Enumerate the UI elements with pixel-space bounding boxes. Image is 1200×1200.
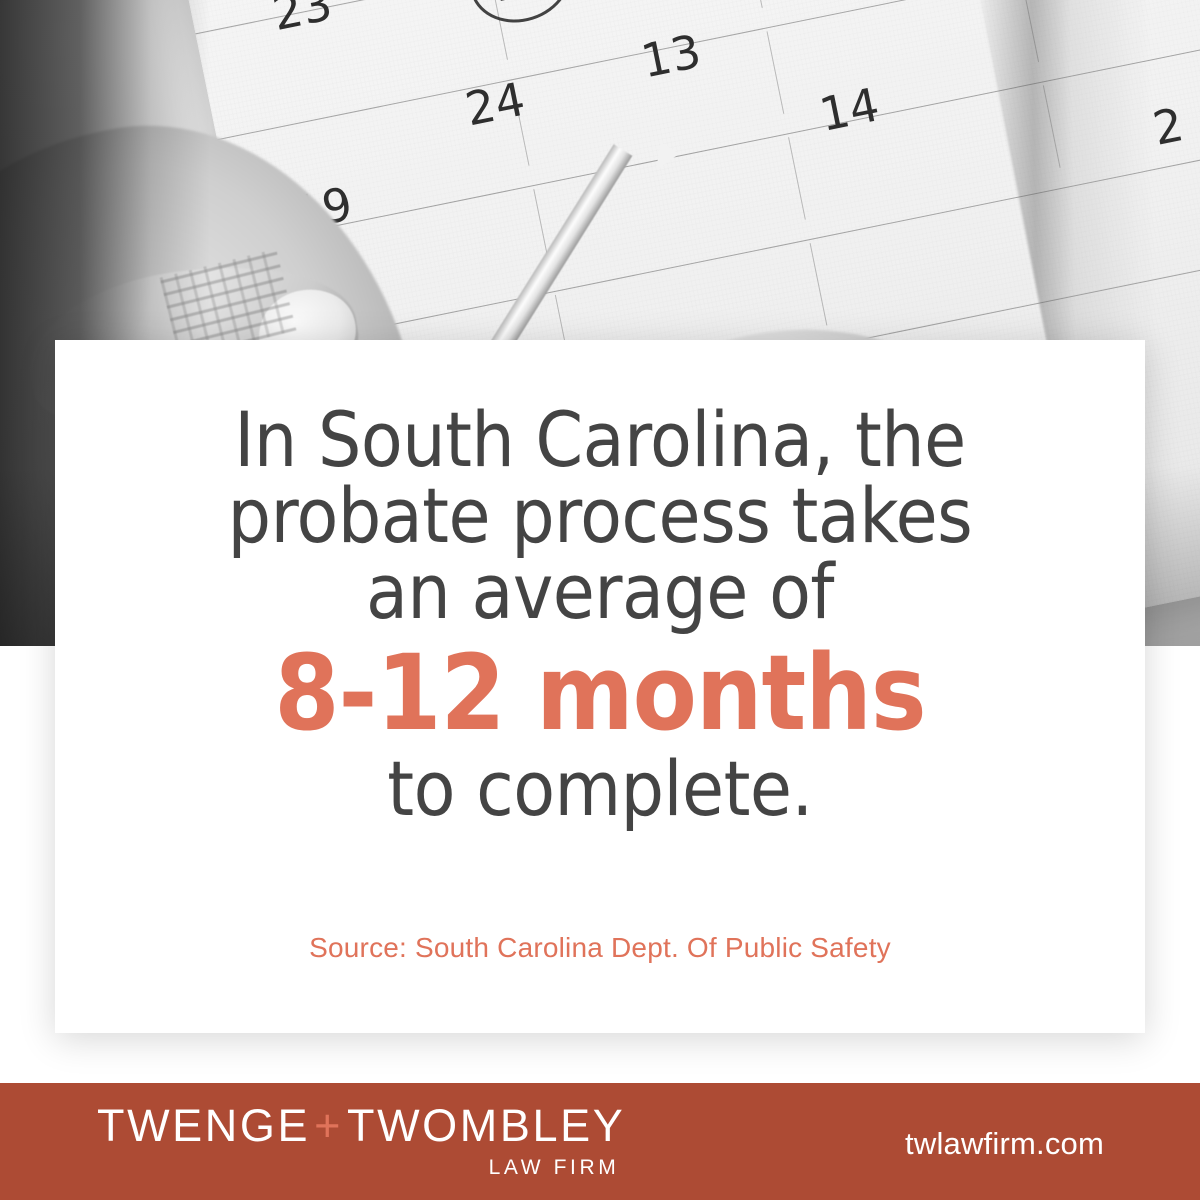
stat-card: In South Carolina, the probate process t… xyxy=(55,340,1145,1033)
stat-line-2: probate process takes xyxy=(227,471,973,560)
source-attribution: Source: South Carolina Dept. Of Public S… xyxy=(309,932,891,963)
calendar-day-13: 13 xyxy=(636,23,706,89)
stat-line-4: to complete. xyxy=(387,744,813,834)
brand-name-right: TWOMBLEY xyxy=(346,1100,626,1151)
calendar-day-23: 23 xyxy=(267,0,337,41)
brand-logo-subtitle: LAW FIRM xyxy=(488,1156,620,1179)
brand-name-left: TWENGE xyxy=(97,1100,311,1151)
calendar-col-line xyxy=(745,0,763,9)
stat-line-3: an average of xyxy=(366,547,834,636)
stat-line-1: In South Carolina, the xyxy=(234,395,966,484)
footer-bar: TWENGE+TWOMBLEY LAW FIRM twlawfirm.com xyxy=(0,1083,1200,1200)
stat-highlight: 8-12 months xyxy=(274,632,926,754)
calendar-day-14: 14 xyxy=(814,77,885,142)
brand-plus-icon: + xyxy=(314,1100,343,1151)
calendar-col-line xyxy=(766,31,785,114)
calendar-col-line xyxy=(809,242,828,326)
calendar-day-24: 24 xyxy=(460,71,530,137)
brand-logo[interactable]: TWENGE+TWOMBLEY LAW FIRM xyxy=(97,1103,625,1180)
website-url[interactable]: twlawfirm.com xyxy=(905,1126,1104,1161)
brand-logo-wordmark: TWENGE+TWOMBLEY xyxy=(97,1103,625,1148)
calendar-col-line xyxy=(788,137,806,220)
stat-card-text-block: In South Carolina, the probate process t… xyxy=(55,402,1145,828)
calendar-circle-annotation xyxy=(458,0,582,35)
